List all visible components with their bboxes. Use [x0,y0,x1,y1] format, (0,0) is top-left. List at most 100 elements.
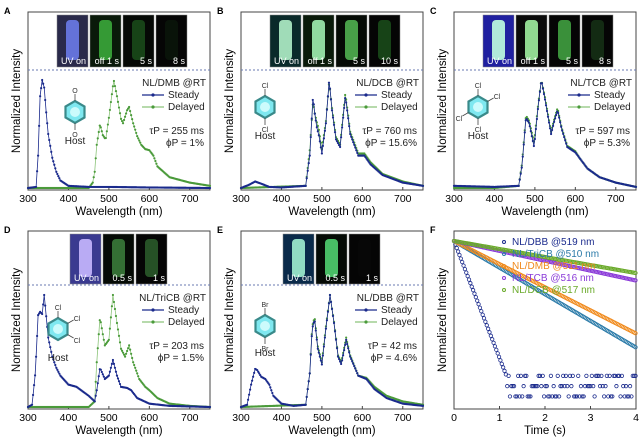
data-point [458,253,461,256]
data-point [330,98,332,100]
photo-label: 10 s [381,56,399,66]
data-point [111,363,113,365]
data-point [325,122,327,124]
data-point [268,384,270,386]
data-point [558,116,560,118]
photo-label: UV on [287,273,312,283]
x-tick-label: 500 [313,412,331,424]
svg-text:Delayed: Delayed [168,317,205,328]
data-point [155,163,157,165]
data-point [119,341,121,343]
data-point [333,322,335,324]
data-point [114,85,116,87]
data-point [114,367,116,369]
data-point [126,350,128,352]
data-point [108,339,110,341]
data-point [310,136,312,138]
data-point [102,373,104,375]
photo-thumbnail: 10 s [369,15,400,67]
data-point [246,404,248,406]
data-point [328,302,330,304]
photo-label: UV on [74,273,99,283]
data-point [115,90,117,92]
data-point [348,125,350,127]
data-point [531,135,533,137]
svg-text:Cl: Cl [74,338,81,345]
data-point [133,364,135,366]
x-tick-label: 3 [588,412,594,424]
data-point [270,389,272,391]
legend-item-delayed: Delayed [355,317,418,328]
legend-title: NL/DBB @RT [357,293,419,304]
data-point [495,348,498,351]
data-point [336,347,338,349]
data-point [55,367,57,369]
data-point [334,131,336,133]
data-point [507,374,510,377]
lifetime-annotation: τP = 42 ms [368,341,417,352]
x-axis-label: Wavelength (nm) [75,206,162,218]
data-point [209,406,211,408]
data-point [481,313,484,316]
data-point [307,388,309,390]
data-point [565,143,567,145]
data-point [37,155,39,157]
data-point [41,313,43,315]
data-point [314,318,316,320]
data-point [110,101,112,103]
data-point [349,356,351,358]
data-point [209,187,211,189]
data-point [349,133,351,135]
data-point [49,145,51,147]
data-point [554,117,556,119]
data-point [585,374,588,377]
data-point [105,137,107,139]
host-label: Host [65,136,86,147]
data-point [132,361,134,363]
data-point [422,185,424,187]
svg-text:Br: Br [262,302,270,309]
data-point [544,98,546,100]
data-point [93,176,95,178]
x-tick-label: 300 [232,412,250,424]
data-point [48,341,50,343]
data-point [127,347,129,349]
data-point [50,151,52,153]
chart-b: 300 400 500 600 700Wavelength (nm)Normalized… [213,0,426,219]
data-point [311,117,313,119]
data-point [43,294,45,296]
x-tick-label: 300 [232,193,250,205]
data-point [31,404,33,406]
photo-thumbnail: UV on [70,234,101,284]
data-point [551,129,553,131]
photo-thumbnail: 1 s [136,234,167,284]
data-point [317,130,319,132]
legend-item-steady: Steady [568,90,625,101]
data-point [340,136,342,138]
data-point [351,360,353,362]
data-point [344,97,346,99]
data-point [356,152,358,154]
data-point [489,334,492,337]
x-axis-label: Time (s) [524,425,566,437]
data-point [45,111,47,113]
x-tick-label: 300 [19,412,37,424]
data-point [251,380,253,382]
data-point [120,348,122,350]
data-point [119,383,121,385]
svg-text:NL/DBB @519 nm: NL/DBB @519 nm [512,237,594,248]
data-point [471,288,474,291]
data-point [341,126,343,128]
x-tick-label: 700 [181,193,199,205]
x-tick-label: 600 [354,193,372,205]
data-point [549,374,552,377]
data-point [579,384,582,387]
data-point [339,146,341,148]
data-point [100,321,102,323]
data-point [112,294,114,296]
data-point [342,117,344,119]
data-point [522,384,525,387]
data-point [628,384,631,387]
data-point [352,363,354,365]
x-tick-label: 2 [542,412,548,424]
